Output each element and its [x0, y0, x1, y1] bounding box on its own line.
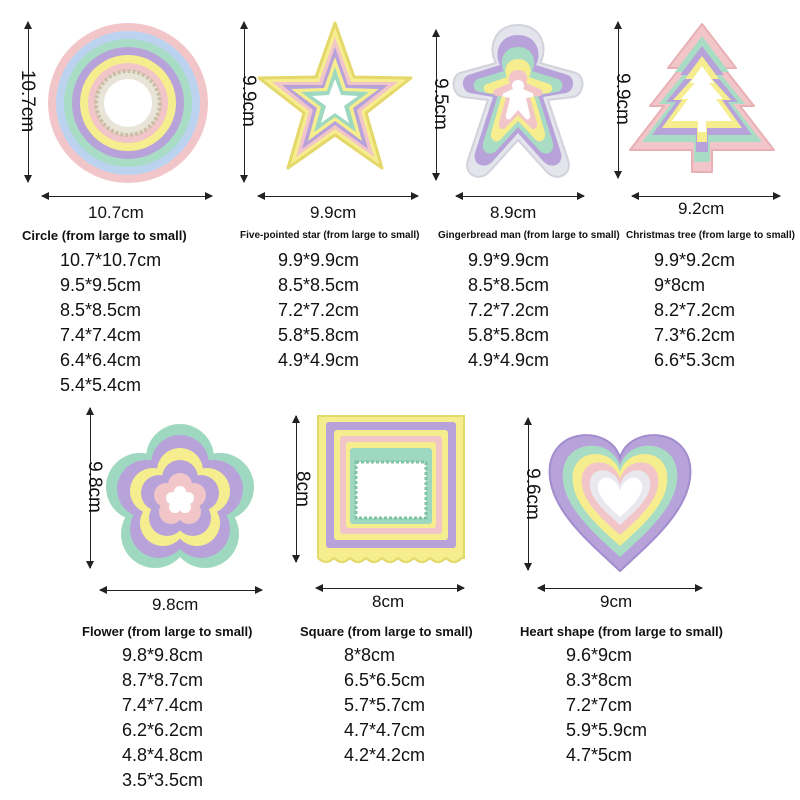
star-height-dimension: 9.9cm	[234, 21, 259, 183]
gingerbread-height-label: 9.5cm	[429, 78, 451, 130]
size-item: 9.5*9.5cm	[60, 275, 142, 295]
size-item: 6.6*5.3cm	[654, 350, 736, 370]
size-item: 3.5*3.5cm	[122, 770, 204, 790]
size-item: 4.2*4.2cm	[344, 745, 426, 765]
star-height-label: 9.9cm	[237, 75, 259, 127]
gingerbread-width-dimension: 8.9cm	[455, 192, 585, 222]
size-item: 8.3*8cm	[566, 670, 633, 690]
size-item: 4.9*4.9cm	[278, 350, 360, 370]
square-cutter-set-image	[317, 415, 465, 563]
heart-size-list: 9.6*9cm 8.3*8cm 7.2*7cm 5.9*5.9cm 4.7*5c…	[566, 643, 647, 768]
size-item: 7.3*6.2cm	[654, 325, 736, 345]
size-item: 5.7*5.7cm	[344, 695, 426, 715]
gingerbread-cutter-set-image	[452, 23, 584, 178]
size-item: 9.9*9.9cm	[278, 250, 360, 270]
size-item: 8.7*8.7cm	[122, 670, 204, 690]
gingerbread-height-dimension: 9.5cm	[426, 29, 451, 181]
size-item: 4.8*4.8cm	[122, 745, 204, 765]
size-item: 8.5*8.5cm	[468, 275, 550, 295]
gingerbread-width-label: 8.9cm	[490, 203, 537, 222]
square-width-dimension: 8cm	[315, 584, 465, 611]
christmas-tree-size-list: 9.9*9.2cm 9*8cm 8.2*7.2cm 7.3*6.2cm 6.6*…	[654, 248, 735, 373]
size-item: 7.2*7.2cm	[468, 300, 550, 320]
size-item: 4.7*5cm	[566, 745, 633, 765]
christmas-tree-cutter-set-image	[629, 23, 775, 173]
star-width-dimension: 9.9cm	[257, 192, 419, 222]
size-item: 9.8*9.8cm	[122, 645, 204, 665]
size-item: 5.8*5.8cm	[278, 325, 360, 345]
star-cutter-set-image	[257, 21, 413, 170]
circle-cutter-set-image	[48, 23, 208, 183]
size-item: 5.8*5.8cm	[468, 325, 550, 345]
size-item: 7.4*7.4cm	[60, 325, 142, 345]
size-item: 6.4*6.4cm	[60, 350, 142, 370]
gingerbread-size-list: 9.9*9.9cm 8.5*8.5cm 7.2*7.2cm 5.8*5.8cm …	[468, 248, 549, 373]
flower-cutter-set-image	[106, 424, 254, 568]
star-width-label: 9.9cm	[310, 203, 357, 222]
flower-width-label: 9.8cm	[152, 595, 199, 614]
square-height-label: 8cm	[291, 471, 313, 507]
size-item: 9.9*9.2cm	[654, 250, 736, 270]
christmas-tree-width-dimension: 9.2cm	[631, 192, 781, 218]
size-item: 5.9*5.9cm	[566, 720, 648, 740]
size-item: 8.5*8.5cm	[60, 300, 142, 320]
circle-height-label: 10.7cm	[17, 69, 39, 133]
christmas-tree-width-label: 9.2cm	[678, 199, 725, 218]
flower-height-label: 9.8cm	[83, 461, 105, 513]
size-item: 8*8cm	[344, 645, 396, 665]
heart-width-dimension: 9cm	[537, 584, 703, 611]
square-width-label: 8cm	[372, 592, 405, 611]
circle-size-list: 10.7*10.7cm 9.5*9.5cm 8.5*8.5cm 7.4*7.4c…	[60, 248, 161, 398]
size-item: 7.4*7.4cm	[122, 695, 204, 715]
circle-title: Circle (from large to small)	[22, 228, 187, 243]
heart-height-dimension: 9.6cm	[518, 417, 543, 571]
circle-width-dimension: 10.7cm	[41, 192, 213, 222]
size-item: 10.7*10.7cm	[60, 250, 162, 270]
heart-cutter-set-image	[548, 434, 692, 573]
flower-height-dimension: 9.8cm	[80, 407, 105, 569]
size-item: 7.2*7.2cm	[278, 300, 360, 320]
gingerbread-title: Gingerbread man (from large to small)	[438, 230, 620, 241]
size-item: 9.6*9cm	[566, 645, 633, 665]
size-item: 8.5*8.5cm	[278, 275, 360, 295]
square-size-list: 8*8cm 6.5*6.5cm 5.7*5.7cm 4.7*4.7cm 4.2*…	[344, 643, 425, 768]
size-item: 8.2*7.2cm	[654, 300, 736, 320]
christmas-tree-height-dimension: 9.9cm	[608, 21, 633, 179]
heart-width-label: 9cm	[600, 592, 633, 611]
christmas-tree-title: Christmas tree (from large to small)	[626, 230, 795, 241]
flower-width-dimension: 9.8cm	[99, 586, 263, 614]
christmas-tree-height-label: 9.9cm	[611, 73, 633, 125]
size-item: 4.7*4.7cm	[344, 720, 426, 740]
flower-title: Flower (from large to small)	[82, 624, 253, 639]
circle-width-label: 10.7cm	[88, 203, 144, 222]
size-item: 6.2*6.2cm	[122, 720, 204, 740]
size-item: 7.2*7cm	[566, 695, 633, 715]
flower-size-list: 9.8*9.8cm 8.7*8.7cm 7.4*7.4cm 6.2*6.2cm …	[122, 643, 203, 793]
size-item: 4.9*4.9cm	[468, 350, 550, 370]
square-title: Square (from large to small)	[300, 624, 473, 639]
heart-height-label: 9.6cm	[521, 468, 543, 520]
size-item: 5.4*5.4cm	[60, 375, 142, 395]
circle-height-dimension: 10.7cm	[17, 21, 39, 183]
size-item: 6.5*6.5cm	[344, 670, 426, 690]
square-height-dimension: 8cm	[286, 415, 313, 563]
star-title: Five-pointed star (from large to small)	[240, 230, 420, 241]
size-item: 9*8cm	[654, 275, 706, 295]
size-item: 9.9*9.9cm	[468, 250, 550, 270]
heart-title: Heart shape (from large to small)	[520, 624, 723, 639]
star-size-list: 9.9*9.9cm 8.5*8.5cm 7.2*7.2cm 5.8*5.8cm …	[278, 248, 359, 373]
